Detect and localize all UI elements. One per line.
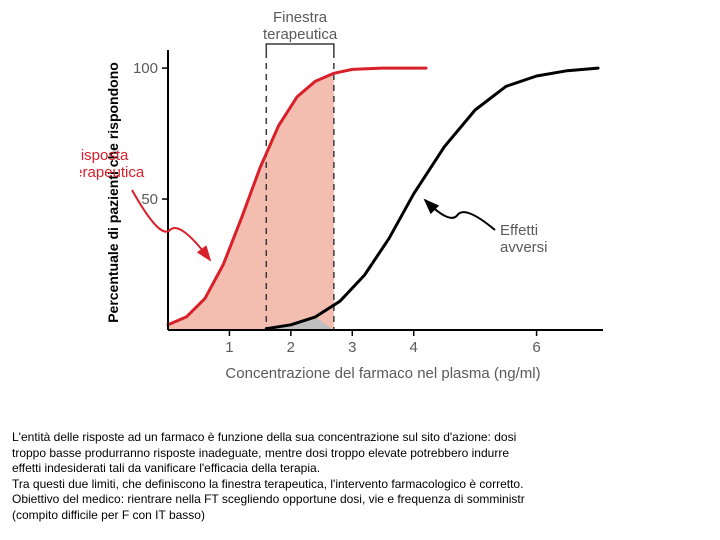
svg-text:50: 50 [141,191,158,208]
caption-text: L'entità delle risposte ad un farmaco è … [12,430,712,524]
svg-text:Concentrazione del farmaco nel: Concentrazione del farmaco nel plasma (n… [225,365,540,382]
svg-text:Percentuale di pazienti che ri: Percentuale di pazienti che rispondono [105,62,121,323]
svg-text:terapeutica: terapeutica [263,26,338,43]
svg-text:100: 100 [133,60,158,77]
svg-text:terapeutica: terapeutica [80,164,145,181]
svg-text:Finestra: Finestra [273,10,328,26]
svg-text:avversi: avversi [500,239,548,256]
svg-text:1: 1 [225,339,233,356]
svg-text:2: 2 [287,339,295,356]
svg-text:6: 6 [532,339,540,356]
svg-text:Risposta: Risposta [80,147,129,164]
dose-response-chart: Finestraterapeutica5010012346Concentrazi… [80,10,640,420]
svg-text:Effetti: Effetti [500,222,538,239]
svg-text:4: 4 [410,339,418,356]
svg-text:3: 3 [348,339,356,356]
